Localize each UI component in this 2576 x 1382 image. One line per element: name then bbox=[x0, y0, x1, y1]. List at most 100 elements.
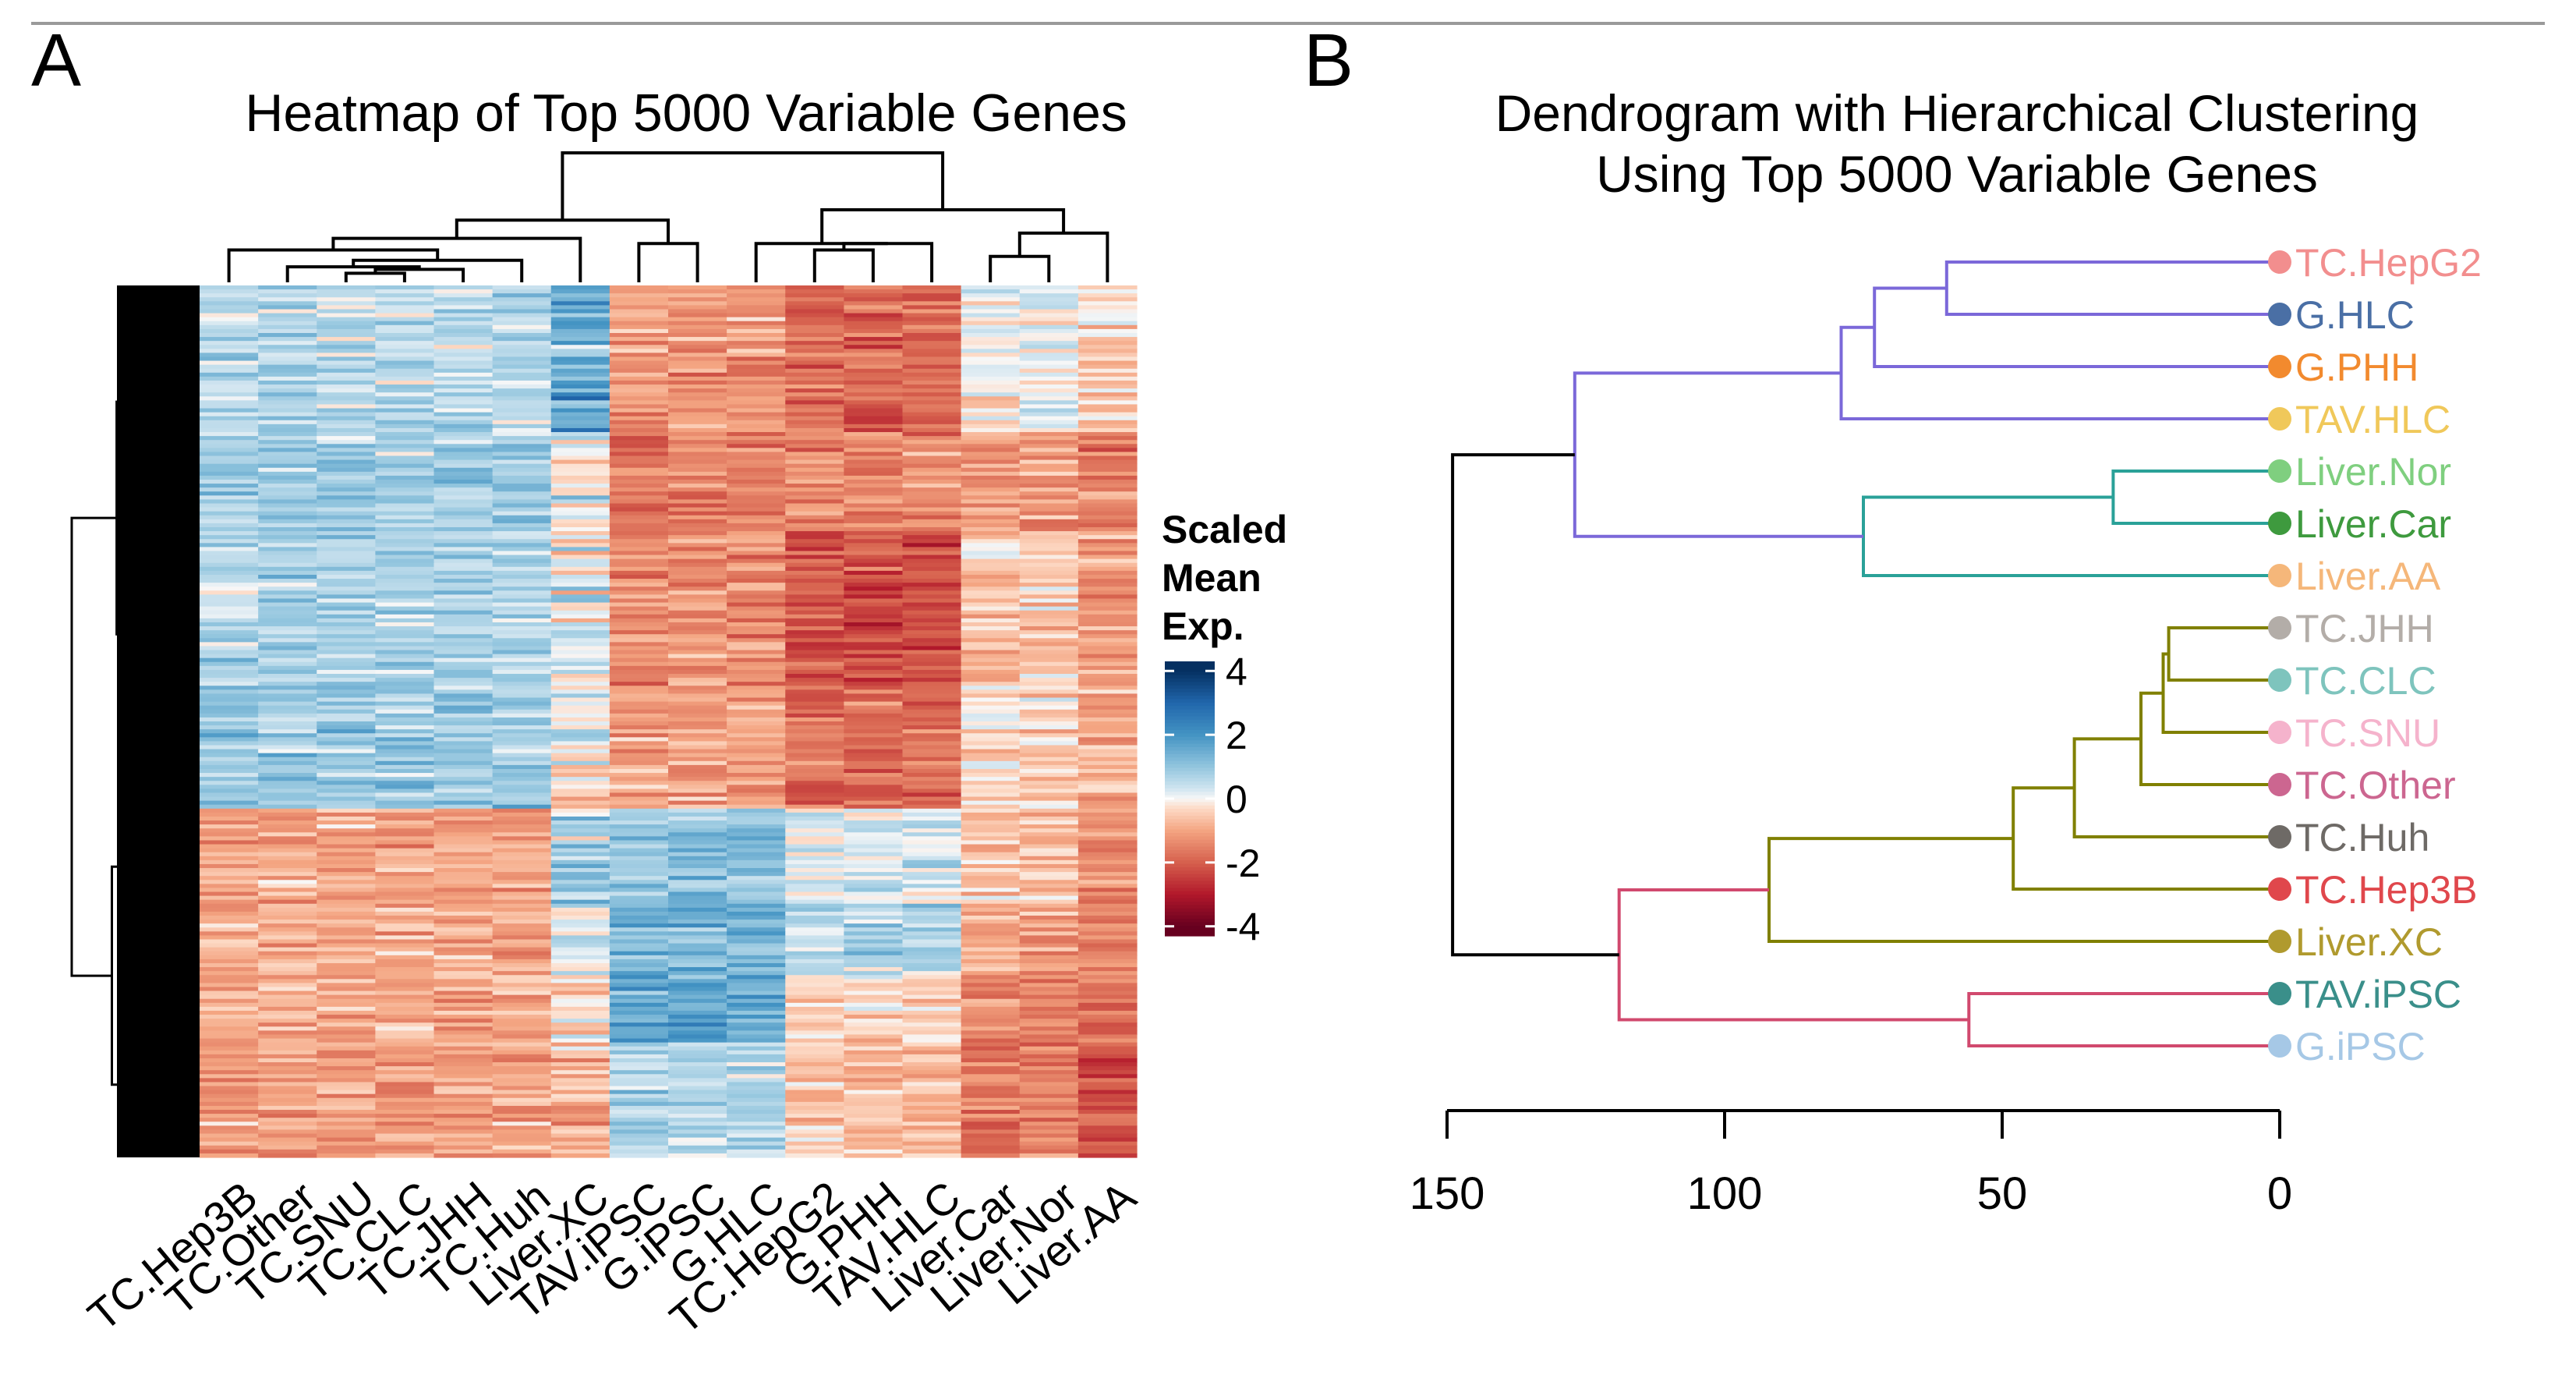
heatmap-cell bbox=[1019, 1145, 1079, 1150]
heatmap-cell bbox=[609, 594, 669, 600]
heatmap-cell bbox=[375, 768, 435, 774]
heatmap-cell bbox=[200, 792, 259, 798]
heatmap-cell bbox=[609, 804, 669, 810]
heatmap-cell bbox=[550, 440, 610, 445]
heatmap-cell bbox=[258, 1019, 317, 1023]
heatmap-cell bbox=[727, 420, 786, 425]
heatmap-cell bbox=[844, 305, 904, 310]
cluster-link bbox=[1944, 260, 2280, 316]
heatmap-cell bbox=[375, 749, 435, 754]
heatmap-cell bbox=[902, 630, 962, 635]
heatmap-cell bbox=[375, 622, 435, 627]
heatmap-cell bbox=[375, 459, 435, 465]
heatmap-cell bbox=[200, 547, 259, 552]
leaf-label: G.HLC bbox=[2295, 293, 2415, 337]
heatmap-cell bbox=[317, 404, 376, 409]
heatmap-cell bbox=[785, 515, 844, 520]
heatmap-cell bbox=[433, 388, 494, 393]
heatmap-cell bbox=[258, 959, 317, 964]
heatmap-cell bbox=[317, 674, 376, 679]
heatmap-cell bbox=[609, 1093, 669, 1099]
heatmap-cell bbox=[375, 1015, 435, 1019]
heatmap-cell bbox=[961, 808, 1021, 813]
heatmap-cell bbox=[433, 733, 494, 738]
heatmap-cell bbox=[785, 1054, 844, 1059]
heatmap-cell bbox=[433, 618, 494, 623]
heatmap-cell bbox=[550, 444, 610, 448]
heatmap-cell bbox=[844, 959, 904, 964]
heatmap-cell bbox=[902, 804, 962, 810]
heatmap-cell bbox=[1019, 583, 1079, 587]
leaf-marker bbox=[2268, 668, 2291, 692]
heatmap-cell bbox=[668, 495, 727, 501]
heatmap-cell bbox=[668, 729, 727, 734]
heatmap-cell bbox=[492, 448, 552, 453]
heatmap-cell bbox=[317, 721, 376, 726]
column-dendrogram-link bbox=[812, 248, 875, 282]
heatmap-cell bbox=[609, 753, 669, 758]
heatmap-cell bbox=[492, 876, 552, 881]
heatmap-cell bbox=[492, 863, 552, 869]
heatmap-cell bbox=[317, 630, 376, 635]
heatmap-cell bbox=[375, 511, 435, 516]
heatmap-cell bbox=[961, 804, 1021, 810]
heatmap-cell bbox=[258, 1038, 317, 1044]
heatmap-cell bbox=[317, 1118, 376, 1122]
heatmap-cell bbox=[258, 583, 317, 587]
heatmap-cell bbox=[785, 816, 844, 821]
heatmap-cell bbox=[609, 836, 669, 842]
heatmap-cell bbox=[785, 301, 844, 307]
heatmap-cell bbox=[785, 471, 844, 477]
heatmap-cell bbox=[609, 832, 669, 837]
heatmap-cell bbox=[668, 503, 727, 509]
heatmap-cell bbox=[317, 332, 376, 338]
heatmap-cell bbox=[317, 939, 376, 944]
heatmap-cell bbox=[375, 579, 435, 583]
heatmap-cell bbox=[375, 392, 435, 397]
heatmap-cell bbox=[1019, 480, 1079, 484]
heatmap-cell bbox=[1077, 1125, 1138, 1131]
heatmap-cell bbox=[902, 360, 962, 366]
heatmap-cell bbox=[375, 356, 435, 362]
heatmap-cell bbox=[317, 614, 376, 619]
heatmap-cell bbox=[317, 686, 376, 690]
heatmap-cell bbox=[200, 729, 259, 734]
heatmap-cell bbox=[1019, 1097, 1079, 1103]
heatmap-cell bbox=[668, 570, 727, 576]
heatmap-cell bbox=[785, 598, 844, 604]
heatmap-cell bbox=[961, 356, 1021, 362]
heatmap-cell bbox=[200, 598, 259, 604]
heatmap-cell bbox=[844, 1026, 904, 1031]
heatmap-cell bbox=[1019, 427, 1079, 433]
heatmap-cell bbox=[550, 943, 610, 948]
heatmap-cell bbox=[1077, 444, 1138, 448]
legend-color-step bbox=[1165, 685, 1215, 689]
heatmap-cell bbox=[200, 1062, 259, 1067]
legend-color-step bbox=[1165, 723, 1215, 728]
heatmap-cell bbox=[902, 1078, 962, 1083]
heatmap-cell bbox=[609, 420, 669, 425]
heatmap-cell bbox=[433, 328, 494, 334]
heatmap-cell bbox=[844, 773, 904, 778]
heatmap-cell bbox=[433, 859, 494, 865]
heatmap-cell bbox=[1077, 349, 1138, 353]
heatmap-cell bbox=[317, 1038, 376, 1044]
heatmap-cell bbox=[609, 880, 669, 884]
heatmap-cell bbox=[258, 384, 317, 389]
legend-color-step bbox=[1165, 699, 1215, 703]
heatmap-cell bbox=[609, 760, 669, 766]
heatmap-cell bbox=[317, 305, 376, 310]
heatmap-cell bbox=[492, 610, 552, 615]
heatmap-cell bbox=[961, 1122, 1021, 1126]
heatmap-cell bbox=[492, 324, 552, 330]
heatmap-cell bbox=[668, 452, 727, 457]
heatmap-cell bbox=[609, 444, 669, 448]
heatmap-cell bbox=[1077, 535, 1138, 540]
heatmap-cell bbox=[844, 523, 904, 528]
heatmap-cell bbox=[961, 392, 1021, 397]
heatmap-cell bbox=[902, 741, 962, 746]
heatmap-cell bbox=[258, 337, 317, 342]
heatmap-cell bbox=[844, 717, 904, 722]
legend-color-step bbox=[1165, 788, 1215, 792]
heatmap-cell bbox=[200, 642, 259, 647]
